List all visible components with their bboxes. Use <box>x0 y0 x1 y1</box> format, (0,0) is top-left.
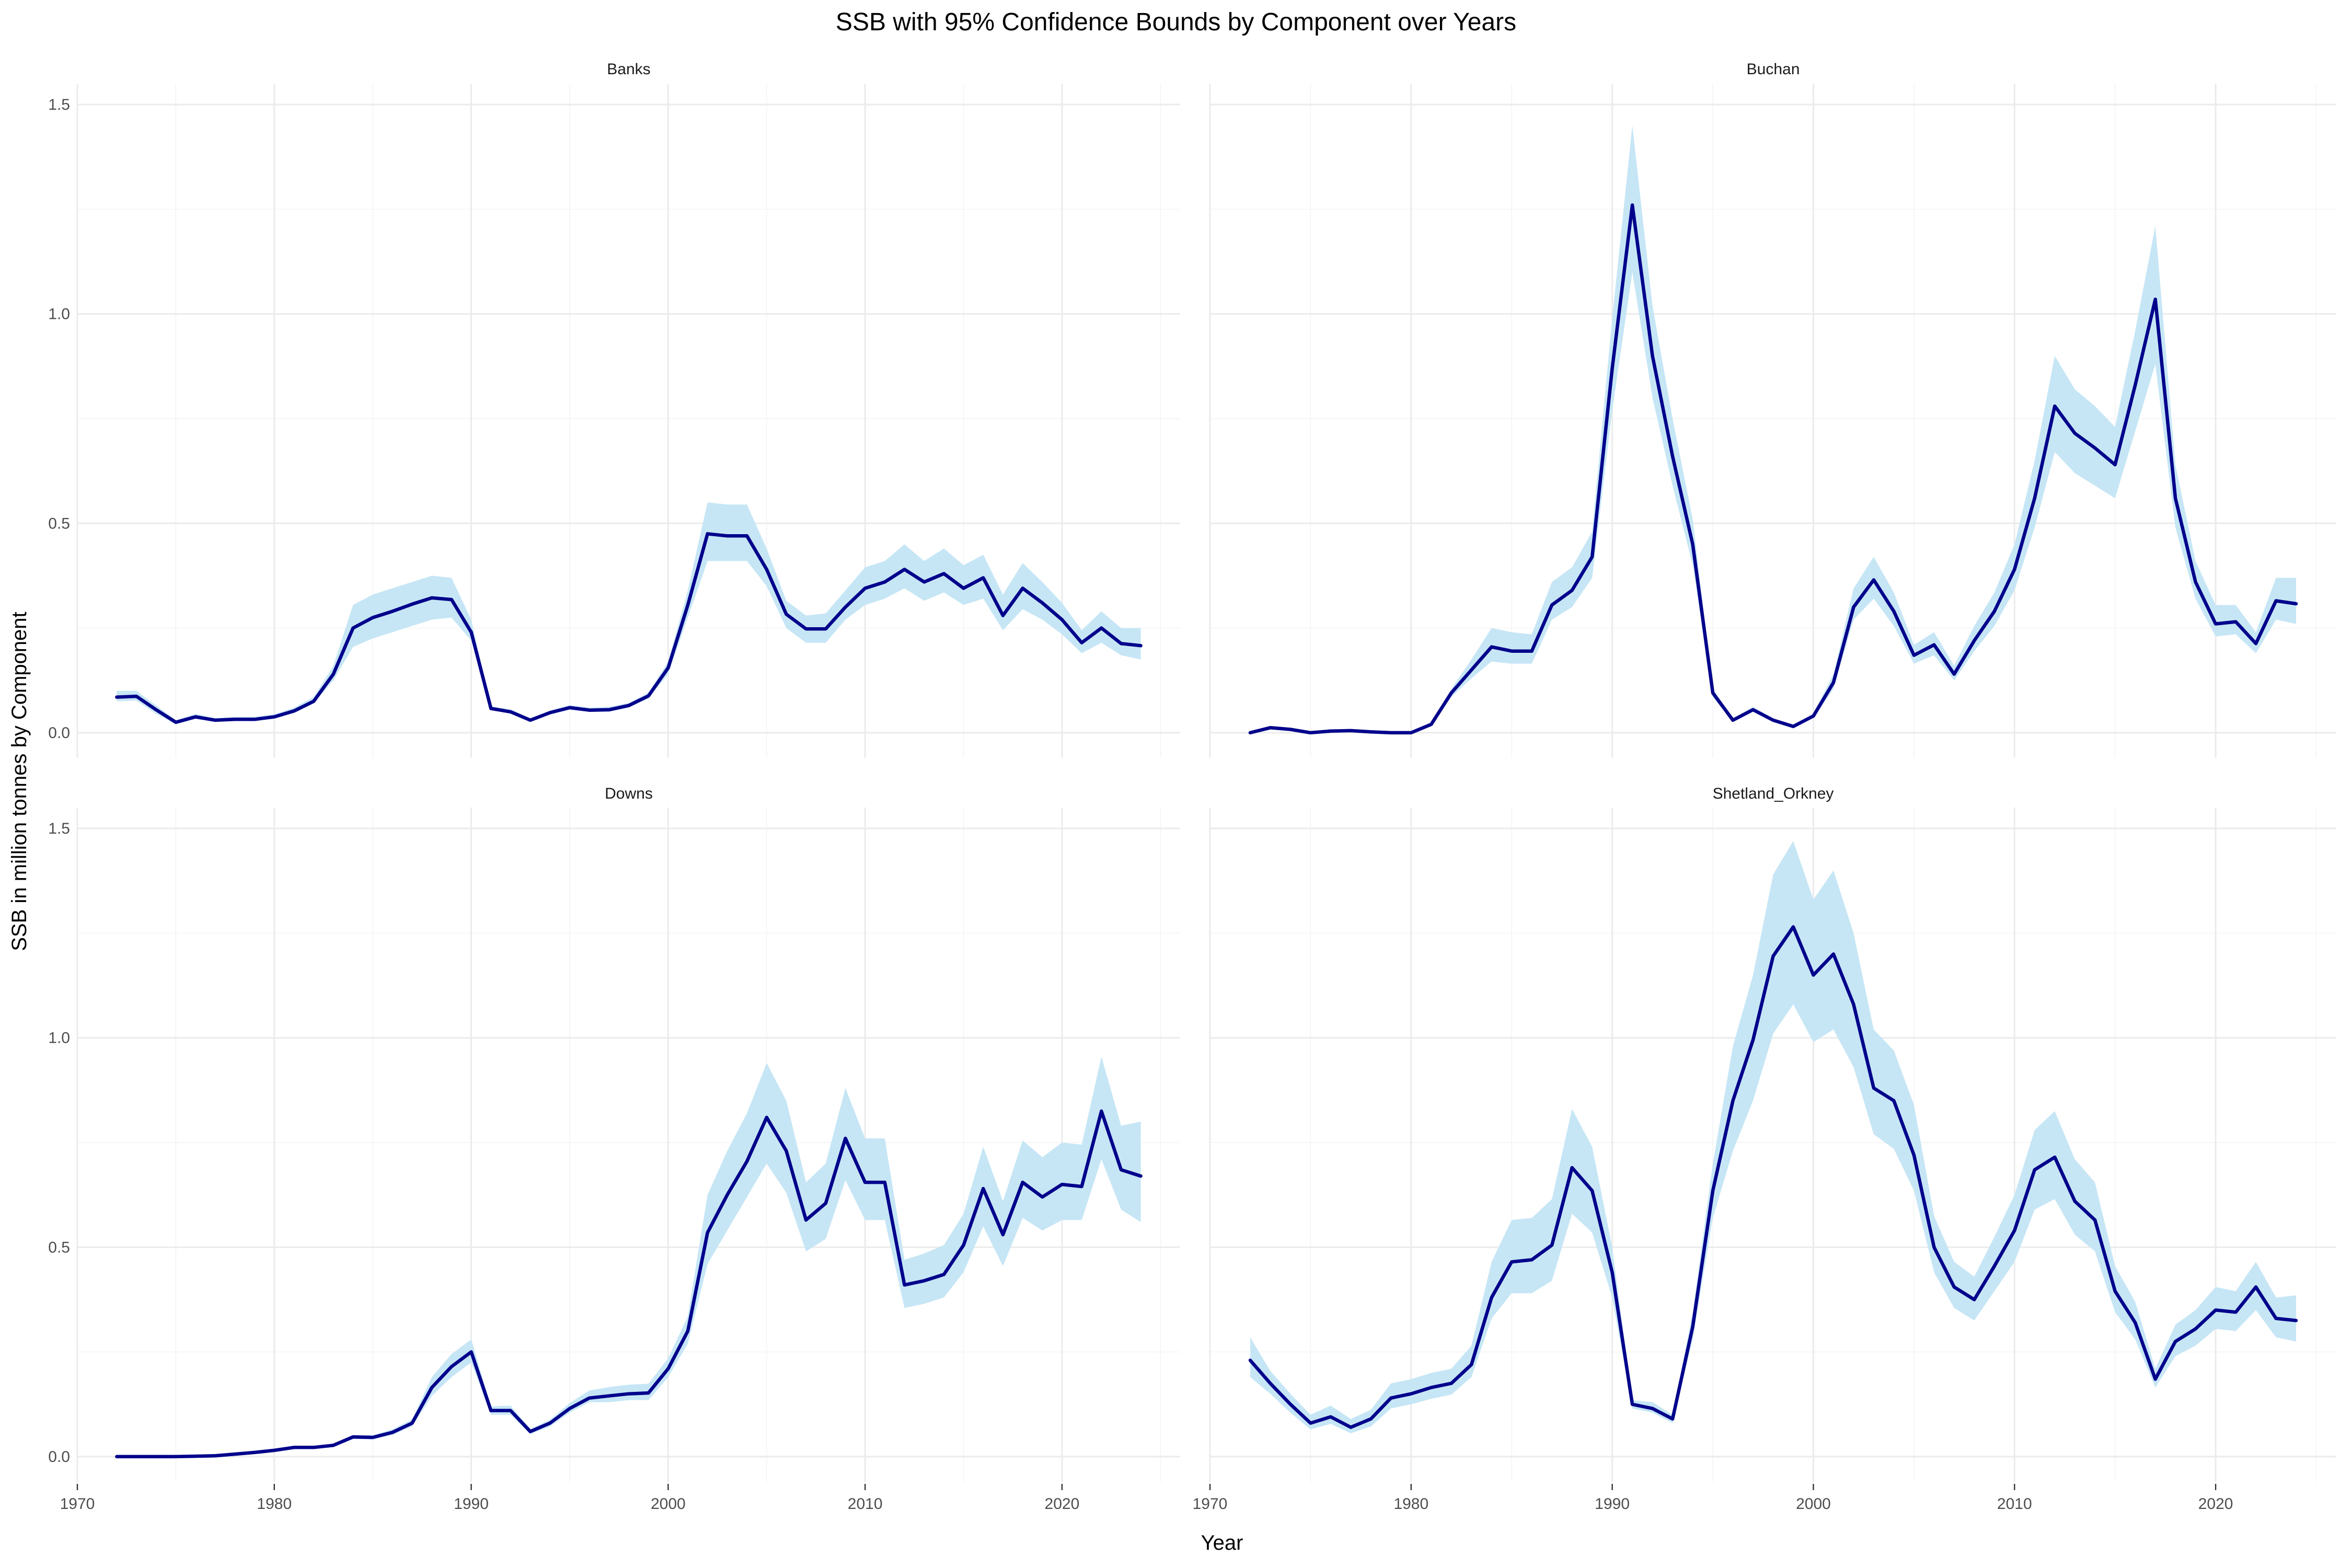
panel-downs: Downs 0.0 0.5 1.0 1.5 1970 1980 1990 2000 2010 202… <box>48 785 1180 1513</box>
y-tick-label: 1.0 <box>48 1030 70 1047</box>
x-tick-label: 2020 <box>1045 1495 1080 1513</box>
ssb-line-buchan <box>1248 203 2298 735</box>
x-tick-label: 1970 <box>1193 1495 1228 1513</box>
x-tick-label: 2000 <box>651 1495 686 1513</box>
y-tick-label: 1.0 <box>48 306 70 323</box>
ssb-line-shetland-orkney <box>1248 925 2298 1429</box>
panel-buchan: Buchan <box>1209 61 2336 758</box>
confidence-band-banks <box>117 502 1141 724</box>
y-tick-label: 0.0 <box>48 1448 70 1466</box>
y-tick-label: 0.0 <box>48 724 70 742</box>
x-tick-label: 2020 <box>2198 1495 2233 1513</box>
confidence-band-downs <box>117 1056 1141 1457</box>
facet-label-buchan: Buchan <box>1747 61 1800 78</box>
panel-banks: Banks 0.0 0.5 1.0 1.5 <box>48 61 1180 758</box>
y-tick-label: 0.5 <box>48 515 70 532</box>
x-tick-label: 2000 <box>1796 1495 1831 1513</box>
panel-shetland-orkney: Shetland_Orkney 1970 1980 1990 2000 2010 2020 <box>1193 785 2336 1513</box>
facet-label-downs: Downs <box>605 785 653 802</box>
x-tick-label: 2010 <box>848 1495 883 1513</box>
confidence-band-buchan <box>1250 125 2296 733</box>
x-tick-label: 1990 <box>1595 1495 1630 1513</box>
ssb-line-banks <box>115 532 1143 724</box>
x-axis-title: Year <box>1201 1531 1243 1554</box>
x-tick-label: 1980 <box>1393 1495 1428 1513</box>
ssb-line-downs <box>115 1109 1143 1459</box>
confidence-band-shetland-orkney <box>1250 841 2296 1434</box>
y-axis-title: SSB in million tonnes by Component <box>8 612 31 951</box>
facet-label-shetland-orkney: Shetland_Orkney <box>1713 785 1834 802</box>
x-tick-label: 1980 <box>257 1495 292 1513</box>
y-tick-label: 1.5 <box>48 820 70 837</box>
y-tick-label: 0.5 <box>48 1239 70 1256</box>
chart-title: SSB with 95% Confidence Bounds by Compon… <box>836 8 1516 36</box>
facet-panels: Banks 0.0 0.5 1.0 1.5 Buchan Downs 0.0 0.5 1.0 1.5… <box>48 61 2336 1513</box>
x-tick-label: 2010 <box>1997 1495 2032 1513</box>
y-tick-label: 1.5 <box>48 96 70 113</box>
x-tick-label: 1970 <box>60 1495 95 1513</box>
x-tick-label: 1990 <box>454 1495 489 1513</box>
facet-label-banks: Banks <box>607 61 650 78</box>
